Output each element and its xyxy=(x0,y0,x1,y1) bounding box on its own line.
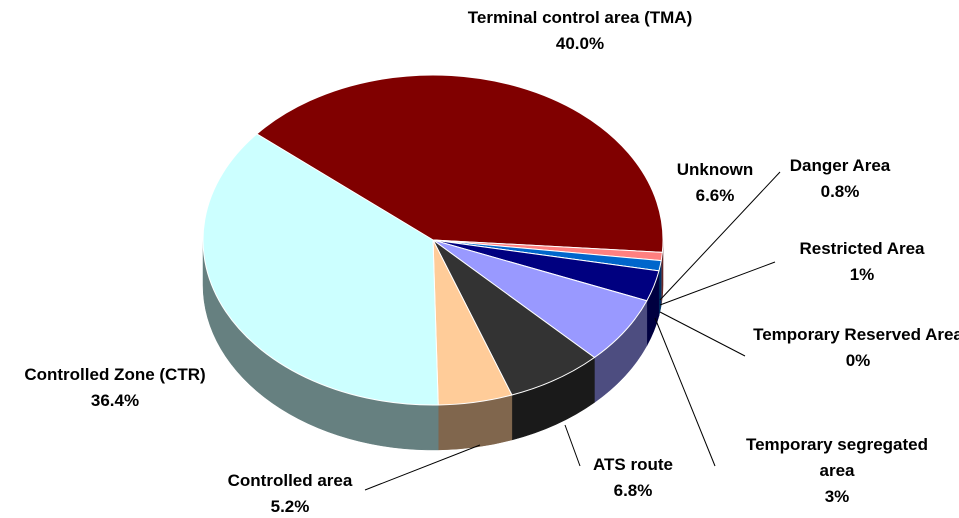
slice-label: ATS route 6.8% xyxy=(573,452,693,504)
slice-label: Restricted Area 1% xyxy=(782,236,942,288)
slice-label: Terminal control area (TMA) 40.0% xyxy=(445,5,715,57)
value-label: 0% xyxy=(845,351,871,370)
category-label: Controlled area xyxy=(227,471,353,490)
value-label: 0.8% xyxy=(820,182,860,201)
value-label: 6.8% xyxy=(613,481,653,500)
leader-line xyxy=(659,261,776,306)
category-label: ATS route xyxy=(593,455,673,474)
slice-label: Danger Area 0.8% xyxy=(770,153,910,205)
slice-label: Temporary segregated area 3% xyxy=(727,432,947,510)
value-label: 1% xyxy=(849,265,875,284)
category-label: Terminal control area (TMA) xyxy=(467,8,693,27)
leader-line xyxy=(659,311,746,357)
slice-label: Controlled area 5.2% xyxy=(205,468,375,518)
value-label: 40.0% xyxy=(555,34,605,53)
leader-line xyxy=(654,317,716,467)
slice-label: Unknown 6.6% xyxy=(655,157,775,209)
category-label: Restricted Area xyxy=(799,239,925,258)
slice xyxy=(202,133,439,406)
slice-label: Temporary Reserved Area 0% xyxy=(753,322,959,374)
category-label: Temporary segregated area xyxy=(745,435,929,480)
slice xyxy=(255,74,664,253)
value-label: 3% xyxy=(824,487,850,506)
leader-line xyxy=(364,444,481,491)
value-label: 6.6% xyxy=(695,186,735,205)
value-label: 5.2% xyxy=(270,497,310,516)
value-label: 36.4% xyxy=(90,391,140,410)
slice-label: Controlled Zone (CTR) 36.4% xyxy=(0,362,230,414)
category-label: Controlled Zone (CTR) xyxy=(24,365,206,384)
leader-line xyxy=(564,424,581,467)
category-label: Unknown xyxy=(676,160,754,179)
leader-line xyxy=(659,171,781,301)
category-label: Danger Area xyxy=(789,156,891,175)
category-label: Temporary Reserved Area xyxy=(753,325,959,344)
